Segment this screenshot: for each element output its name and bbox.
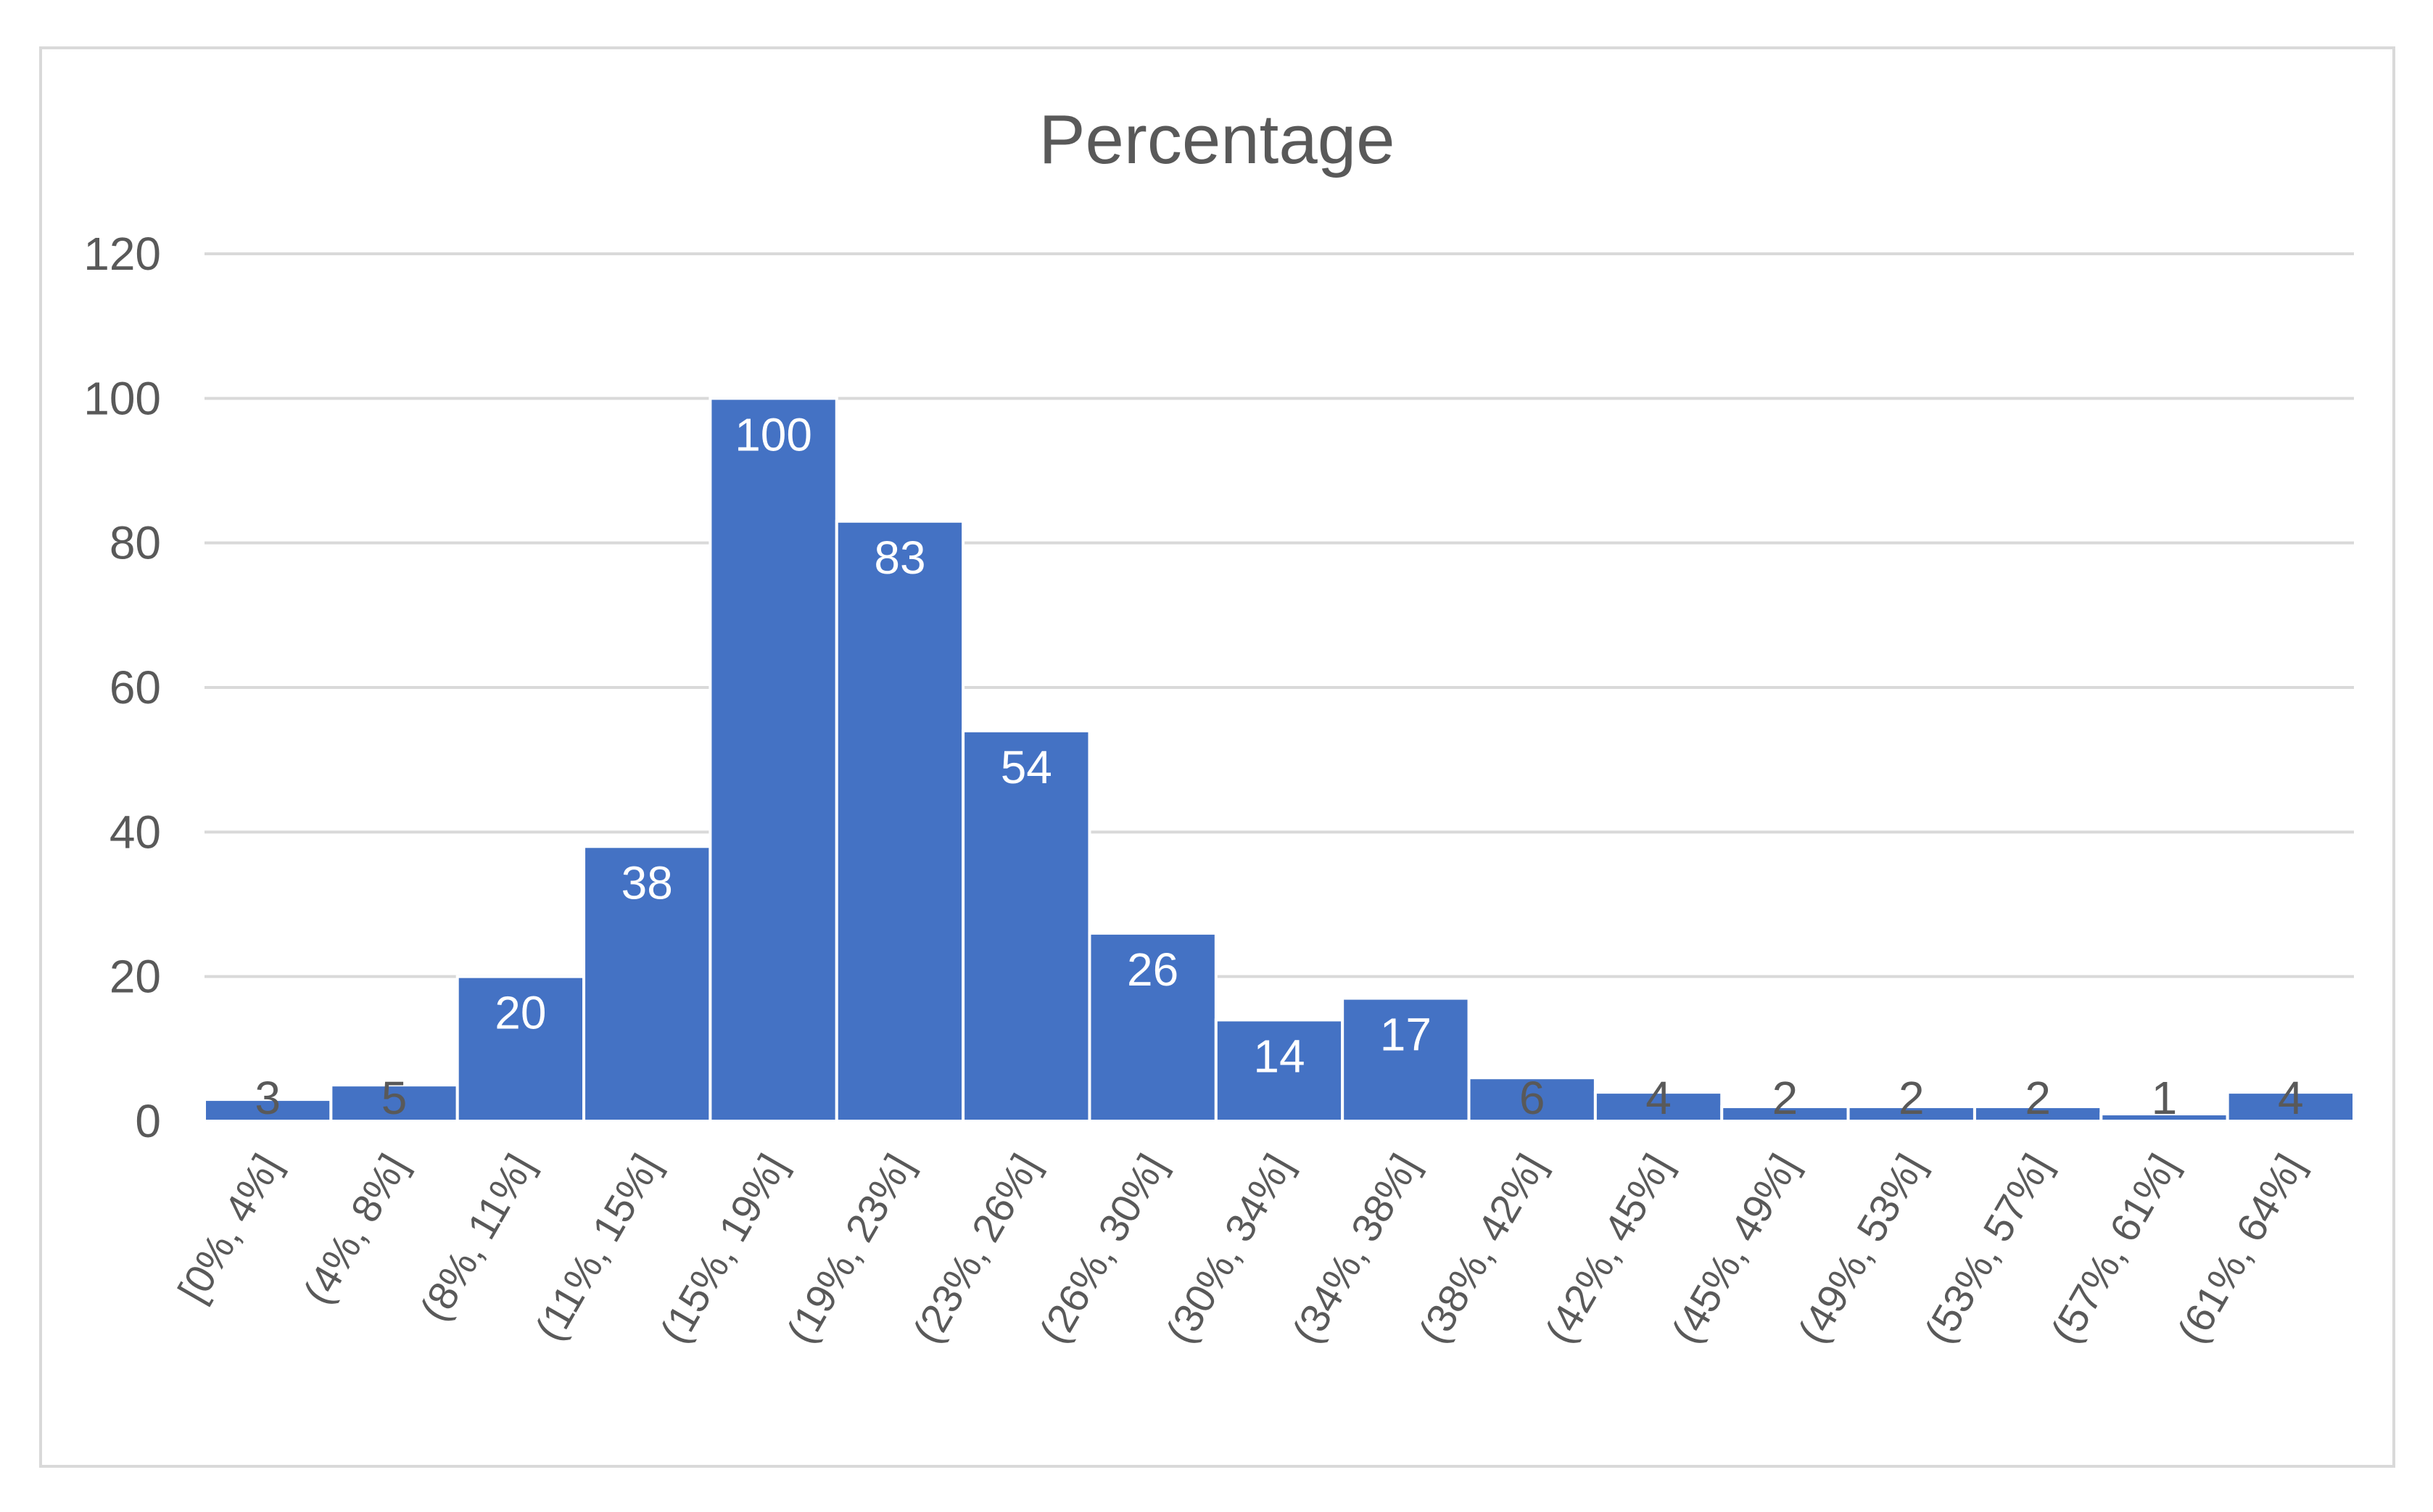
bar (582, 845, 712, 1123)
x-tick-label: (8%, 11%] (411, 1147, 543, 1329)
y-tick-label: 60 (110, 661, 161, 714)
bar (329, 1083, 459, 1123)
bar (1593, 1091, 1724, 1123)
x-tick-label: (30%, 34%] (1157, 1147, 1301, 1351)
y-tick-label: 20 (110, 951, 161, 1003)
bar (1088, 931, 1218, 1123)
data-label: 1 (2152, 1072, 2178, 1124)
data-label: 3 (255, 1072, 281, 1124)
data-label: 2 (1899, 1072, 1925, 1124)
data-label: 4 (1645, 1072, 1672, 1124)
bar (835, 519, 965, 1123)
data-label: 26 (1127, 943, 1178, 996)
x-tick-label: (15%, 19%] (651, 1147, 796, 1351)
x-tick-label: (53%, 57%] (1915, 1147, 2060, 1351)
x-tick-label: (23%, 26%] (904, 1147, 1048, 1351)
data-label: 4 (2278, 1072, 2304, 1124)
bars (203, 397, 2355, 1123)
x-tick-label: (4%, 8%] (294, 1147, 416, 1312)
bar (962, 729, 1091, 1123)
x-tick-label: (61%, 64%] (2168, 1147, 2313, 1351)
data-label: 17 (1380, 1009, 1432, 1061)
chart-frame (39, 46, 2395, 1468)
data-label: 5 (381, 1072, 408, 1124)
y-tick-label: 0 (135, 1095, 161, 1147)
y-tick-label: 100 (83, 372, 161, 424)
data-label: 6 (1519, 1072, 1545, 1124)
data-label: 100 (735, 408, 812, 460)
x-tick-label: (49%, 53%] (1789, 1147, 1933, 1351)
data-label: 20 (495, 987, 546, 1039)
x-tick-label: (57%, 61%] (2042, 1147, 2186, 1351)
data-label: 2 (2025, 1072, 2051, 1124)
data-label: 83 (874, 532, 925, 584)
y-tick-label: 120 (83, 228, 161, 280)
x-tick-label: (26%, 30%] (1030, 1147, 1175, 1351)
y-tick-label: 80 (110, 517, 161, 569)
y-axis-ticks: 0 20 40 60 80 100 120 (83, 228, 161, 1147)
bar (709, 397, 838, 1123)
x-tick-label: (34%, 38%] (1283, 1147, 1427, 1351)
y-tick-label: 40 (110, 806, 161, 858)
bar (455, 975, 586, 1123)
x-tick-label: (42%, 45%] (1536, 1147, 1680, 1351)
x-tick-label: [0%, 4%] (169, 1147, 290, 1310)
bar (2226, 1091, 2355, 1123)
chart-title: Percentage (1038, 101, 1395, 178)
data-label: 38 (621, 856, 673, 909)
data-label: 2 (1772, 1072, 1798, 1124)
x-tick-label: (19%, 23%] (777, 1147, 922, 1351)
x-tick-label: (45%, 49%] (1662, 1147, 1806, 1351)
data-label: 14 (1253, 1030, 1305, 1082)
x-axis-ticks: [0%, 4%] (4%, 8%](8%, 11%](11%, 15%](15%,… (169, 1147, 2313, 1351)
data-label: 54 (1001, 741, 1052, 793)
bar (1341, 996, 1471, 1123)
x-tick-label: (38%, 42%] (1410, 1147, 1554, 1351)
x-tick-label: (11%, 15%] (526, 1147, 669, 1349)
